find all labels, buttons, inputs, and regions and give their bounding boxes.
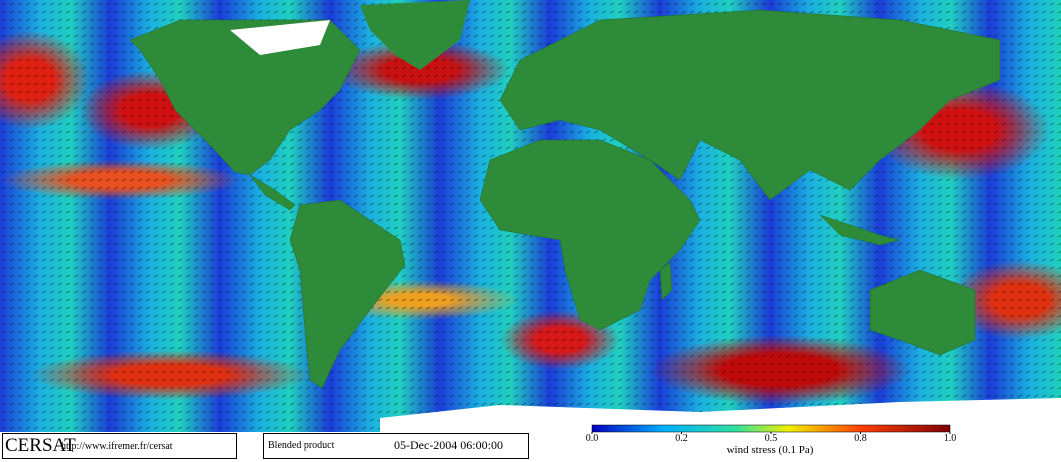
colorbar-tick-label: 0.0 bbox=[586, 433, 599, 444]
colorbar-tick-label: 0.8 bbox=[854, 433, 867, 444]
arctic-ice bbox=[230, 20, 330, 55]
greenland bbox=[360, 0, 470, 70]
colorbar-label: wind stress (0.1 Pa) bbox=[727, 444, 814, 456]
url: http://www.ifremer.fr/cersat bbox=[61, 441, 173, 452]
product: Blended product bbox=[268, 440, 335, 451]
colorbar-tick-label: 0.5 bbox=[765, 433, 778, 444]
land bbox=[129, 9, 1001, 389]
colorbar bbox=[591, 424, 951, 433]
colorbar-tick-label: 1.0 bbox=[944, 433, 957, 444]
timestamp: 05-Dec-2004 06:00:00 bbox=[394, 438, 503, 452]
credit-box: CERSAT http://www.ifremer.fr/cersat bbox=[2, 433, 237, 459]
antarctica bbox=[380, 398, 1061, 432]
product-box: Blended product 05-Dec-2004 06:00:00 bbox=[263, 433, 529, 459]
colorbar-tick-label: 0.2 bbox=[675, 433, 688, 444]
logo: CERSAT bbox=[5, 435, 76, 456]
